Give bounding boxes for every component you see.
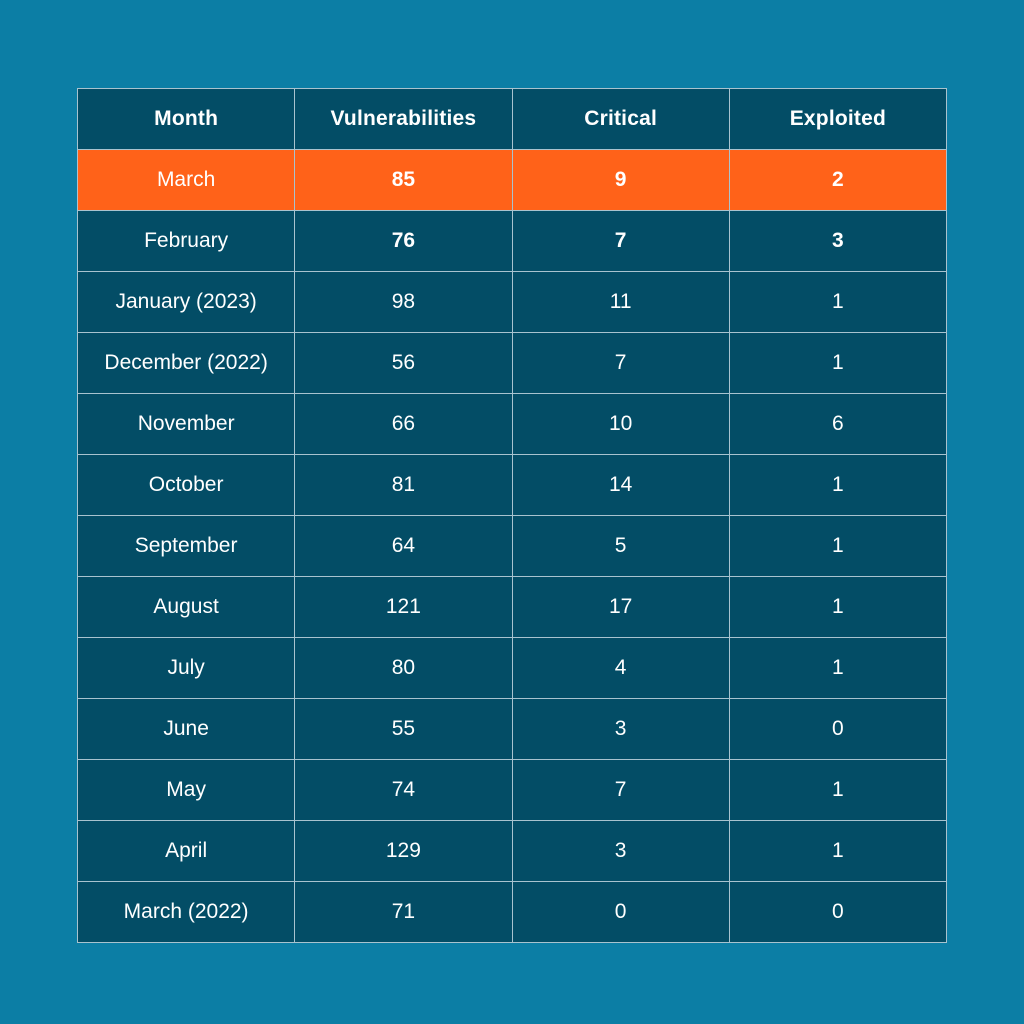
- cell-critical: 11: [511, 271, 730, 333]
- cell-critical: 4: [511, 637, 730, 699]
- table-row: April 129 3 1: [76, 820, 948, 882]
- cell-month: January (2023): [76, 271, 296, 333]
- cell-vulnerabilities: 56: [294, 332, 513, 394]
- cell-month: July: [76, 637, 296, 699]
- vulnerability-table-container: Month Vulnerabilities Critical Exploited…: [76, 88, 948, 943]
- cell-exploited: 2: [728, 149, 948, 211]
- cell-exploited: 1: [728, 454, 948, 516]
- table-row: March 85 9 2: [76, 149, 948, 211]
- cell-exploited: 1: [728, 820, 948, 882]
- cell-exploited: 1: [728, 515, 948, 577]
- cell-month: December (2022): [76, 332, 296, 394]
- cell-vulnerabilities: 74: [294, 759, 513, 821]
- cell-critical: 5: [511, 515, 730, 577]
- cell-exploited: 3: [728, 210, 948, 272]
- cell-vulnerabilities: 66: [294, 393, 513, 455]
- table-row: May 74 7 1: [76, 759, 948, 821]
- cell-vulnerabilities: 85: [294, 149, 513, 211]
- table-row: March (2022) 71 0 0: [76, 881, 948, 943]
- cell-exploited: 0: [728, 698, 948, 760]
- cell-month: November: [76, 393, 296, 455]
- cell-month: April: [76, 820, 296, 882]
- cell-critical: 0: [511, 881, 730, 943]
- cell-vulnerabilities: 81: [294, 454, 513, 516]
- cell-exploited: 6: [728, 393, 948, 455]
- table-row: February 76 7 3: [76, 210, 948, 272]
- cell-exploited: 1: [728, 576, 948, 638]
- cell-critical: 7: [511, 332, 730, 394]
- table-row: September 64 5 1: [76, 515, 948, 577]
- cell-critical: 9: [511, 149, 730, 211]
- cell-month: September: [76, 515, 296, 577]
- table-row: November 66 10 6: [76, 393, 948, 455]
- header-exploited: Exploited: [728, 88, 948, 150]
- vulnerability-table: Month Vulnerabilities Critical Exploited…: [76, 88, 948, 943]
- cell-critical: 7: [511, 210, 730, 272]
- table-row: December (2022) 56 7 1: [76, 332, 948, 394]
- cell-exploited: 1: [728, 271, 948, 333]
- header-month: Month: [76, 88, 296, 150]
- table-row: July 80 4 1: [76, 637, 948, 699]
- cell-exploited: 0: [728, 881, 948, 943]
- cell-month: March (2022): [76, 881, 296, 943]
- cell-vulnerabilities: 71: [294, 881, 513, 943]
- cell-month: October: [76, 454, 296, 516]
- cell-critical: 10: [511, 393, 730, 455]
- cell-vulnerabilities: 129: [294, 820, 513, 882]
- cell-vulnerabilities: 98: [294, 271, 513, 333]
- cell-critical: 3: [511, 698, 730, 760]
- cell-month: June: [76, 698, 296, 760]
- cell-exploited: 1: [728, 332, 948, 394]
- cell-exploited: 1: [728, 637, 948, 699]
- cell-vulnerabilities: 55: [294, 698, 513, 760]
- table-row: October 81 14 1: [76, 454, 948, 516]
- header-critical: Critical: [511, 88, 730, 150]
- cell-critical: 7: [511, 759, 730, 821]
- cell-vulnerabilities: 64: [294, 515, 513, 577]
- cell-critical: 3: [511, 820, 730, 882]
- table-body: March 85 9 2 February 76 7 3 January (2023) 98 11 1…: [76, 149, 948, 943]
- cell-month: August: [76, 576, 296, 638]
- cell-critical: 17: [511, 576, 730, 638]
- cell-vulnerabilities: 80: [294, 637, 513, 699]
- table-row: January (2023) 98 11 1: [76, 271, 948, 333]
- cell-month: February: [76, 210, 296, 272]
- cell-exploited: 1: [728, 759, 948, 821]
- table-row: August 121 17 1: [76, 576, 948, 638]
- cell-month: March: [76, 149, 296, 211]
- cell-month: May: [76, 759, 296, 821]
- cell-critical: 14: [511, 454, 730, 516]
- cell-vulnerabilities: 121: [294, 576, 513, 638]
- header-vulnerabilities: Vulnerabilities: [294, 88, 513, 150]
- cell-vulnerabilities: 76: [294, 210, 513, 272]
- table-header-row: Month Vulnerabilities Critical Exploited: [76, 88, 948, 150]
- table-row: June 55 3 0: [76, 698, 948, 760]
